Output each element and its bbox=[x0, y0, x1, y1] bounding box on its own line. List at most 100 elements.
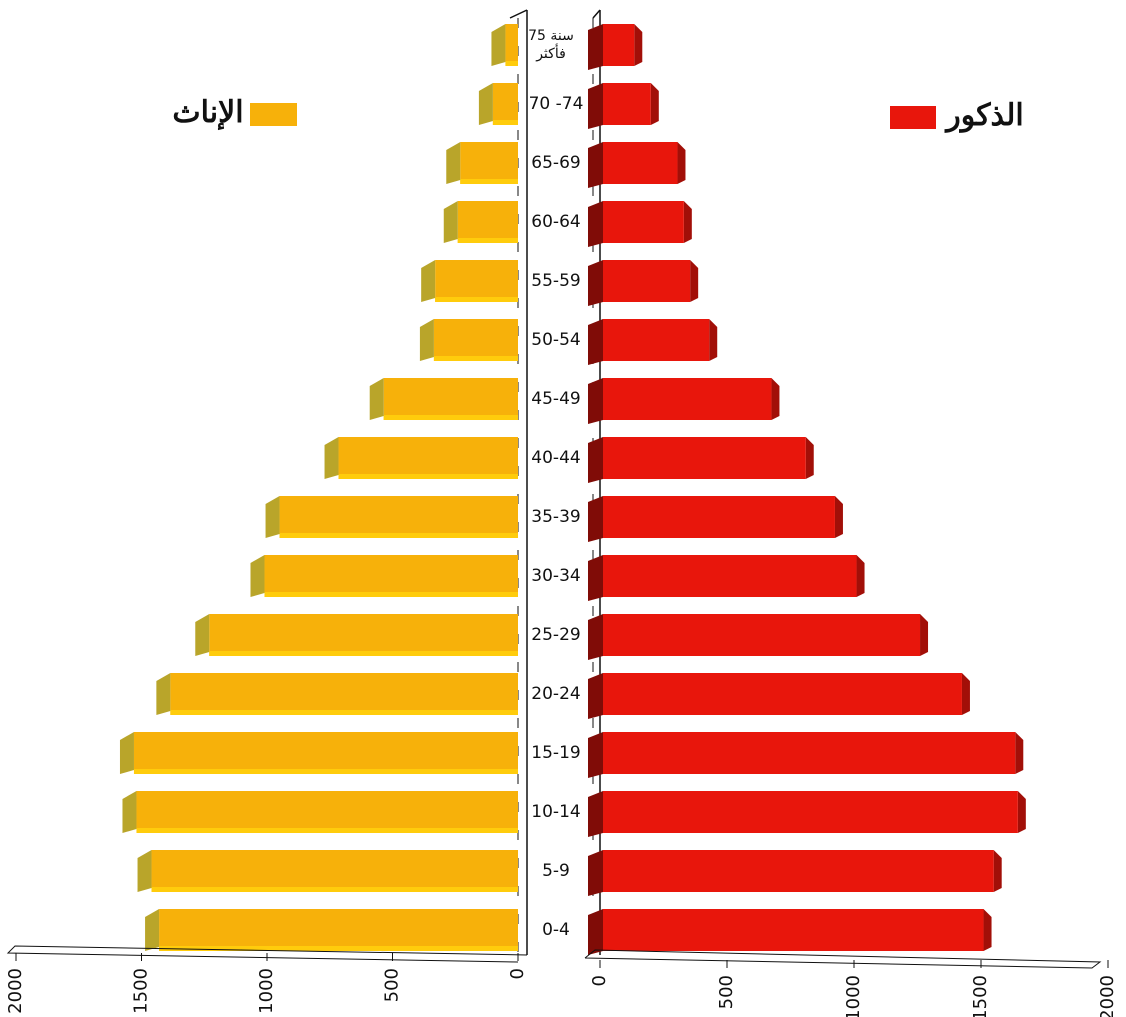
bar-side bbox=[588, 142, 603, 188]
legend-swatch bbox=[890, 106, 936, 129]
bar bbox=[603, 850, 994, 892]
category-label: 65-69 bbox=[531, 153, 581, 173]
x-tick-label: 0 bbox=[507, 968, 528, 979]
bar-side bbox=[588, 614, 603, 660]
bar bbox=[603, 201, 684, 243]
bar bbox=[159, 909, 518, 951]
bar-side bbox=[588, 673, 603, 719]
bar-end bbox=[856, 555, 865, 597]
bar-side bbox=[588, 791, 603, 837]
x-tick-label: 0 bbox=[589, 975, 610, 986]
x-tick-label: 1000 bbox=[843, 975, 864, 1017]
category-label: 40-44 bbox=[531, 448, 581, 468]
bar bbox=[603, 496, 835, 538]
bar-end bbox=[156, 673, 171, 715]
bar bbox=[603, 732, 1016, 774]
bar-end bbox=[137, 850, 152, 892]
bar-end bbox=[983, 909, 992, 951]
category-label: 15-19 bbox=[531, 743, 581, 763]
bar bbox=[603, 319, 710, 361]
bar bbox=[457, 201, 518, 243]
bar-end bbox=[993, 850, 1002, 892]
bar-top bbox=[209, 651, 518, 656]
bar-top bbox=[492, 120, 518, 125]
bar-side bbox=[588, 732, 603, 778]
bar-end bbox=[771, 378, 780, 420]
bar bbox=[133, 732, 518, 774]
bar-end bbox=[265, 496, 280, 538]
bar-side bbox=[588, 496, 603, 542]
bar-end bbox=[119, 732, 134, 774]
bar bbox=[264, 555, 518, 597]
bar bbox=[279, 496, 518, 538]
bar-top bbox=[151, 887, 519, 892]
bar bbox=[433, 319, 518, 361]
bar bbox=[170, 673, 519, 715]
bar-top bbox=[505, 61, 518, 66]
bar-end bbox=[677, 142, 686, 184]
bar-side bbox=[588, 437, 603, 483]
bar bbox=[492, 83, 518, 125]
bar-end bbox=[145, 909, 160, 951]
x-tick-label: 500 bbox=[716, 975, 737, 1009]
bar-top bbox=[383, 415, 518, 420]
bar-end bbox=[709, 319, 718, 361]
category-label: 55-59 bbox=[531, 271, 581, 291]
bar-end bbox=[690, 260, 699, 302]
bar-top bbox=[457, 238, 518, 243]
panel-edge bbox=[592, 9, 601, 19]
bar-top bbox=[460, 179, 518, 184]
bar bbox=[603, 909, 984, 951]
bar-top bbox=[338, 474, 518, 479]
bar-end bbox=[195, 614, 210, 656]
bar bbox=[151, 850, 519, 892]
bar-top bbox=[170, 710, 519, 715]
bar-end bbox=[250, 555, 265, 597]
bar bbox=[603, 437, 806, 479]
panel-edge bbox=[509, 9, 528, 19]
category-label: 30-34 bbox=[531, 566, 581, 586]
bar-end bbox=[421, 260, 436, 302]
bar bbox=[603, 24, 635, 66]
category-label: 0-4 bbox=[542, 920, 570, 940]
category-label: 10-14 bbox=[531, 802, 581, 822]
bar-side bbox=[588, 909, 603, 955]
x-tick-label: 500 bbox=[382, 968, 403, 1002]
bar bbox=[603, 555, 857, 597]
bar-end bbox=[446, 142, 461, 184]
bar-end bbox=[961, 673, 970, 715]
bar-end bbox=[805, 437, 814, 479]
bar bbox=[603, 791, 1018, 833]
bar-side bbox=[588, 83, 603, 129]
bar-top bbox=[279, 533, 518, 538]
bar bbox=[435, 260, 518, 302]
bar-end bbox=[122, 791, 137, 833]
bar-end bbox=[419, 319, 434, 361]
bar-end bbox=[369, 378, 384, 420]
x-tick-label: 2000 bbox=[5, 968, 26, 1014]
bar bbox=[460, 142, 518, 184]
category-label: 45-49 bbox=[531, 389, 581, 409]
bar-end bbox=[650, 83, 659, 125]
bar-end bbox=[478, 83, 493, 125]
bar bbox=[136, 791, 519, 833]
bar-end bbox=[491, 24, 506, 66]
category-label: 5-9 bbox=[542, 861, 570, 881]
category-label: 50-54 bbox=[531, 330, 581, 350]
bar-top bbox=[136, 828, 519, 833]
bar-end bbox=[1015, 732, 1024, 774]
bar bbox=[603, 83, 651, 125]
legend-label: الذكور bbox=[944, 98, 1024, 133]
bar bbox=[603, 673, 962, 715]
bar-end bbox=[443, 201, 458, 243]
bar-side bbox=[588, 24, 603, 70]
bar-end bbox=[920, 614, 929, 656]
legend-swatch bbox=[250, 103, 297, 126]
category-label: 75 سنة فأكثر bbox=[528, 28, 574, 62]
bar-side bbox=[588, 319, 603, 365]
bar-top bbox=[435, 297, 518, 302]
category-label: 70 -74 bbox=[528, 94, 584, 114]
bar-end bbox=[324, 437, 339, 479]
bar bbox=[603, 614, 921, 656]
